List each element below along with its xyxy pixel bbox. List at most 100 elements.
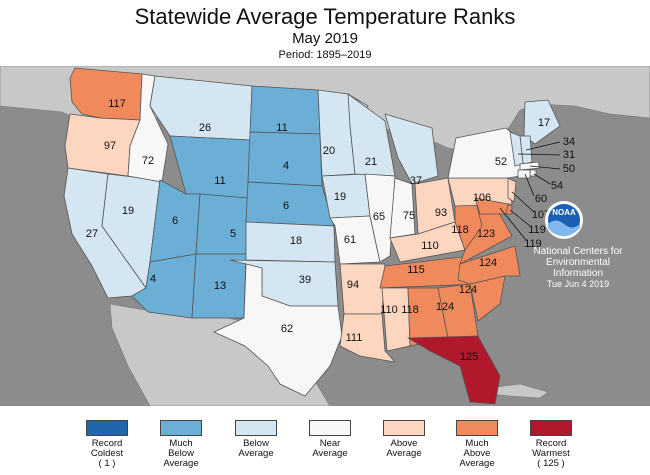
legend-record-warmest: Record Warmest( 125 )	[511, 420, 591, 469]
states-layer	[63, 67, 561, 405]
state-mi	[384, 113, 439, 185]
rank-label-tn: 115	[407, 264, 425, 276]
us-temperature-map: 117 97 27 19 72 26 11 6 5 4 13 11 4 6 18 39 62 20 19 61 94 11…	[0, 66, 650, 406]
state-ms	[381, 287, 411, 352]
legend-much-below: Much Below Average	[141, 420, 221, 469]
map-canvas: 1179727197226116541311461839622019619411…	[0, 66, 650, 406]
rank-label-ne: 6	[283, 200, 289, 212]
legend-above: Above Average	[364, 420, 444, 459]
legend-much-above: Much Above Average	[437, 420, 517, 469]
rank-label-ky: 110	[421, 240, 439, 252]
legend-swatch	[160, 420, 202, 436]
legend-label: Much Above Average	[459, 438, 495, 469]
rank-label-nh: 34	[563, 136, 575, 148]
rank-label-mt: 26	[199, 122, 211, 134]
rank-label-nv: 19	[122, 205, 134, 217]
rank-label-ms: 110	[380, 304, 398, 316]
rank-label-de: 119	[528, 224, 546, 236]
state-in	[389, 177, 416, 239]
rank-label-me: 17	[538, 117, 550, 129]
noaa-logo: NOAA	[545, 201, 583, 239]
rank-label-il: 65	[373, 211, 385, 223]
rank-label-va: 123	[477, 228, 495, 240]
rank-label-or: 97	[104, 140, 116, 152]
rank-label-pa: 106	[473, 192, 491, 204]
legend-below: Below Average	[216, 420, 296, 459]
rank-label-nm: 13	[214, 280, 226, 292]
rank-label-nc: 124	[479, 257, 497, 269]
rank-label-sd: 4	[283, 160, 289, 172]
rank-label-ny: 52	[495, 156, 507, 168]
rank-label-vt: 31	[563, 149, 575, 161]
ncei-credit: National Centers for Environmental Infor…	[518, 246, 638, 290]
map-period: Period: 1895–2019	[278, 49, 372, 61]
rank-label-mi: 37	[410, 175, 422, 187]
rank-label-ma: 50	[563, 163, 575, 175]
leader-line-nj	[511, 191, 535, 213]
legend-swatch	[86, 420, 128, 436]
state-nc	[457, 245, 521, 285]
rank-label-sc: 124	[459, 284, 477, 296]
rank-label-ia: 19	[334, 191, 346, 203]
credit-line-1: National Centers for	[533, 246, 623, 257]
rank-label-id: 72	[142, 155, 154, 167]
leader-line-nh	[525, 141, 561, 151]
state-nj	[507, 177, 517, 203]
rank-label-wi: 21	[365, 156, 377, 168]
map-title: Statewide Average Temperature Ranks	[134, 4, 516, 29]
rank-label-fl: 125	[460, 351, 478, 363]
rank-label-ca: 27	[86, 228, 98, 240]
rank-label-az: 4	[150, 273, 156, 285]
rank-label-ri: 54	[551, 180, 563, 192]
leader-line-md	[499, 207, 527, 241]
state-fl	[406, 335, 501, 405]
state-ct	[517, 169, 531, 179]
state-md	[474, 197, 509, 215]
legend-swatch	[456, 420, 498, 436]
legend-label: Much Below Average	[163, 438, 199, 469]
rank-label-mo: 61	[344, 234, 356, 246]
leader-line-vt	[517, 153, 561, 156]
credit-date: Tue Jun 4 2019	[546, 279, 610, 289]
rank-label-ct: 60	[535, 193, 547, 205]
rank-label-mn: 20	[323, 145, 335, 157]
credit-line-3: Information	[552, 268, 604, 279]
legend-swatch	[309, 420, 351, 436]
legend-label: Below Average	[238, 438, 274, 459]
legend-swatch	[530, 420, 572, 436]
rank-label-nd: 11	[276, 122, 287, 134]
state-wa	[69, 67, 143, 121]
state-mo	[329, 215, 381, 265]
rank-label-co: 5	[230, 228, 236, 240]
legend-swatch	[383, 420, 425, 436]
rank-label-wv: 118	[451, 224, 469, 236]
rank-label-md: 119	[524, 238, 542, 250]
legend-label: Above Average	[386, 438, 422, 459]
leader-line-ri	[533, 173, 551, 185]
state-me	[523, 99, 561, 145]
legend-record-coldest: Record Coldest( 1 )	[67, 420, 147, 469]
state-tx	[213, 263, 343, 397]
rank-label-wa: 117	[108, 98, 126, 110]
map-subtitle: May 2019	[292, 30, 358, 47]
state-co	[195, 193, 249, 255]
rank-labels-layer: 1179727197226116541311461839622019619411…	[86, 98, 575, 363]
legend: Record Coldest( 1 ) Much Below Average Belo…	[0, 406, 650, 475]
credit-line-2: Environmental	[546, 257, 610, 268]
rank-label-wy: 11	[214, 175, 225, 187]
rank-label-ks: 18	[290, 235, 302, 247]
rank-label-oh: 93	[435, 207, 447, 219]
state-la	[339, 313, 397, 363]
rank-label-la: 111	[346, 332, 363, 344]
rank-label-al: 118	[401, 304, 419, 316]
rank-label-tx: 62	[281, 323, 293, 335]
leader-lines-layer	[499, 141, 561, 241]
legend-label: Near Average	[312, 438, 348, 459]
state-il	[364, 173, 396, 263]
legend-label: Record Warmest( 125 )	[532, 438, 570, 469]
map-header: Statewide Average Temperature Ranks May …	[0, 0, 650, 66]
rank-label-ga: 124	[436, 301, 454, 313]
leader-line-ct	[524, 173, 535, 197]
svg-text:NOAA: NOAA	[552, 208, 576, 217]
rank-label-ok: 39	[299, 274, 311, 286]
